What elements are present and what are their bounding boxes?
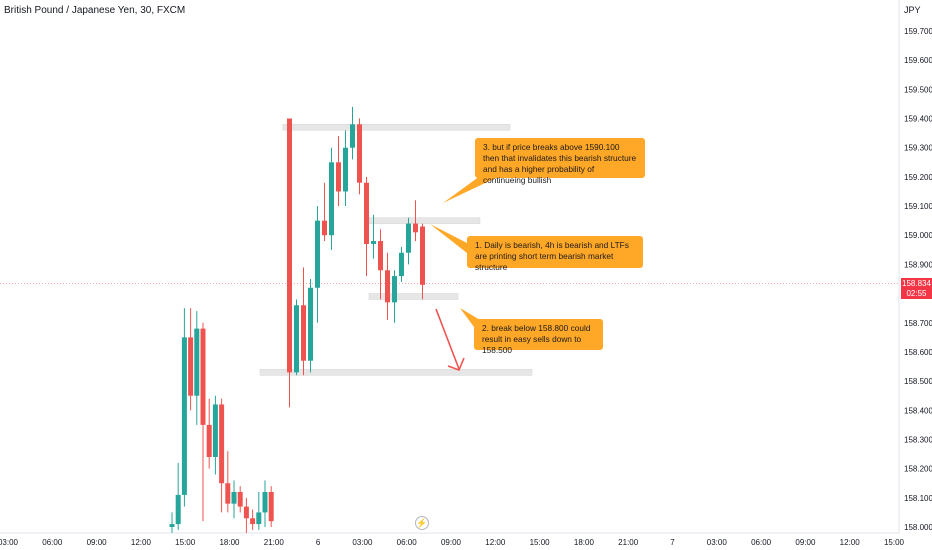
x-tick-label: 6 [316, 538, 321, 547]
y-tick-label: 158.300 [904, 435, 932, 444]
x-tick-label: 09:00 [441, 538, 462, 547]
chart-title: British Pound / Japanese Yen, 30, FXCM [4, 5, 186, 16]
candle-body [287, 118, 292, 373]
x-tick-label: 09:00 [87, 538, 108, 547]
candle-body [200, 328, 206, 425]
y-tick-label: 158.700 [904, 319, 932, 328]
candle-body [219, 404, 225, 484]
x-tick-label: 18:00 [574, 538, 595, 547]
y-tick-label: 158.400 [904, 406, 932, 415]
candle-body [268, 491, 274, 522]
candle-body [212, 404, 218, 457]
y-tick-label: 158.100 [904, 494, 932, 503]
callout-pointer-3 [443, 176, 500, 203]
x-tick-label: 7 [670, 538, 675, 547]
zone-rectangle [368, 293, 459, 300]
candle-body [243, 506, 249, 519]
candle-body [392, 276, 397, 303]
candle-body [225, 483, 231, 504]
candle-body [188, 337, 194, 396]
candle-body [206, 424, 212, 457]
candle-body [420, 226, 425, 285]
y-tick-label: 158.500 [904, 377, 932, 386]
candle-body [231, 491, 237, 504]
candle-body [256, 512, 262, 525]
candle-body [364, 182, 369, 244]
candle-body [315, 220, 320, 288]
candle-body [350, 124, 355, 148]
y-tick-label: 158.900 [904, 260, 932, 269]
candle-body [371, 241, 376, 244]
candle-body [329, 162, 334, 236]
current-price-label: 158.834 02:55 [901, 278, 932, 299]
y-tick-label: 158.600 [904, 348, 932, 357]
zone-rectangle [368, 217, 481, 224]
candle-body [237, 491, 243, 507]
y-tick-label: 159.400 [904, 115, 932, 124]
y-tick-label: 159.300 [904, 144, 932, 153]
candle-body [378, 241, 383, 271]
x-tick-label: 06:00 [751, 538, 772, 547]
candle-body [343, 147, 348, 192]
candle-body [175, 494, 181, 525]
candle-body [294, 305, 299, 373]
annotation-note-1[interactable]: 1. Daily is bearish, 4h is bearish and L… [467, 236, 643, 272]
candle-body [336, 162, 341, 192]
candle-body [308, 287, 313, 361]
y-tick-label: 159.100 [904, 202, 932, 211]
bar-countdown: 02:55 [906, 289, 927, 298]
x-tick-label: 15:00 [884, 538, 905, 547]
arrow-shaft [435, 308, 460, 370]
x-tick-label: 03:00 [0, 538, 19, 547]
x-tick-label: 21:00 [618, 538, 639, 547]
y-axis-unit: JPY [904, 5, 921, 15]
y-tick-label: 159.600 [904, 56, 932, 65]
x-tick-label: 03:00 [352, 538, 373, 547]
x-tick-label: 12:00 [840, 538, 861, 547]
zone-rectangle [259, 369, 533, 376]
x-tick-label: 21:00 [264, 538, 285, 547]
candle-body [262, 491, 268, 513]
arrow-head [447, 357, 465, 372]
current-price-value: 158.834 [902, 279, 931, 288]
y-tick-label: 158.000 [904, 523, 932, 532]
y-tick-label: 159.500 [904, 85, 932, 94]
zone-rectangle [282, 124, 511, 131]
x-tick-label: 12:00 [485, 538, 506, 547]
y-tick-label: 159.200 [904, 173, 932, 182]
x-tick-label: 06:00 [42, 538, 63, 547]
candle-body [194, 328, 200, 396]
lightning-bolt-icon[interactable]: ⚡ [415, 516, 429, 530]
annotation-note-2[interactable]: 2. break below 158.800 could result in e… [474, 319, 603, 355]
x-tick-label: 15:00 [530, 538, 551, 547]
candle-body [385, 270, 390, 303]
y-tick-label: 158.200 [904, 465, 932, 474]
annotation-note-3[interactable]: 3. but if price breaks above 1590.100 th… [475, 138, 645, 185]
candle-body [413, 223, 418, 233]
candle-body [301, 305, 306, 361]
candle-body [322, 220, 327, 236]
x-tick-label: 18:00 [219, 538, 240, 547]
x-tick-label: 15:00 [175, 538, 196, 547]
callout-pointer-1 [430, 224, 467, 253]
candle-body [181, 337, 187, 495]
x-tick-label: 12:00 [131, 538, 152, 547]
x-tick-label: 03:00 [707, 538, 728, 547]
x-tick-label: 06:00 [397, 538, 418, 547]
candle-body [250, 518, 256, 525]
candle-body [399, 252, 404, 277]
y-tick-label: 159.000 [904, 231, 932, 240]
candle-body [357, 124, 362, 183]
x-tick-label: 09:00 [795, 538, 816, 547]
candle-body [169, 524, 175, 527]
y-tick-label: 159.700 [904, 27, 932, 36]
candle-body [406, 223, 411, 253]
